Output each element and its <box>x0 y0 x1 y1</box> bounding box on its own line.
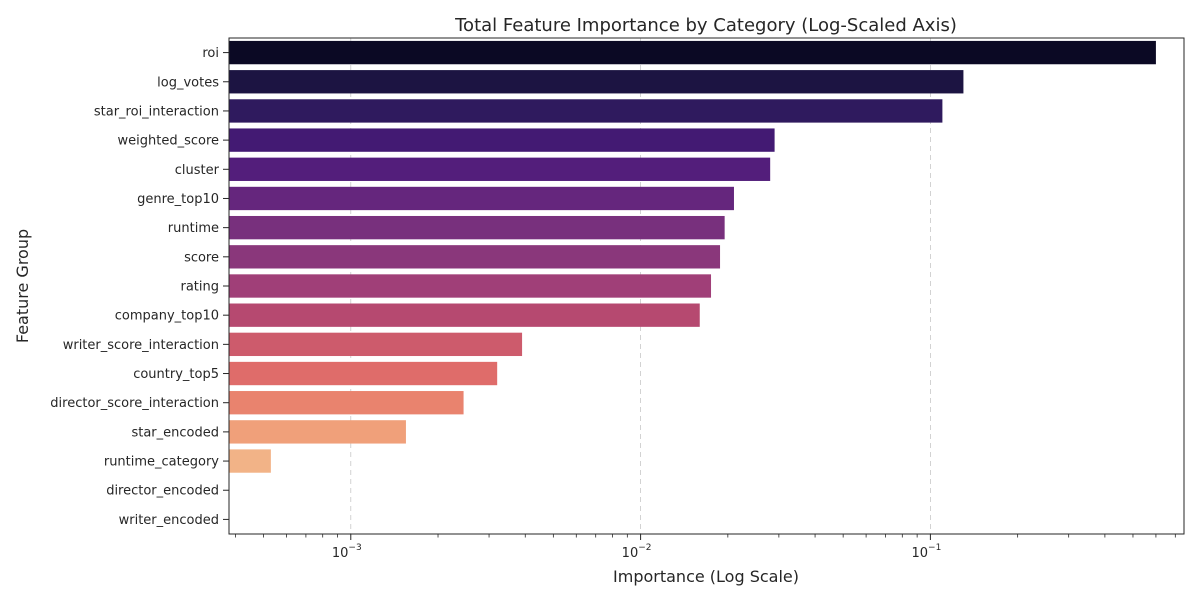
y-tick-label: runtime_category <box>104 455 219 470</box>
bar-cluster <box>229 157 771 181</box>
bar-director-score-interaction <box>229 391 464 415</box>
y-tick-label: genre_top10 <box>137 192 219 207</box>
bar-runtime <box>229 215 725 240</box>
y-tick-layer: roi log_votes star_roi_interaction weighted… <box>50 46 229 528</box>
y-tick-label: roi <box>202 46 219 61</box>
chart-title: Total Feature Importance by Category (Lo… <box>454 15 957 36</box>
y-tick-label: log_votes <box>157 75 219 90</box>
y-tick-label: star_encoded <box>131 425 219 440</box>
y-tick-label: writer_encoded <box>119 513 219 528</box>
bar-layer <box>229 40 1156 473</box>
y-axis-label: Feature Group <box>13 229 32 343</box>
x-tick-label: 10−1 <box>911 543 941 561</box>
x-tick-label: 10−3 <box>332 543 362 561</box>
bar-genre-top10 <box>229 186 734 211</box>
bar-roi <box>229 40 1156 65</box>
y-tick-label: weighted_score <box>117 134 219 149</box>
x-tick-layer: 10−3 10−2 10−1 <box>235 534 1176 561</box>
y-tick-label: director_encoded <box>106 484 219 499</box>
bar-writer-score-interaction <box>229 332 523 357</box>
bar-country-top5 <box>229 361 498 386</box>
x-tick-label: 10−2 <box>622 543 652 561</box>
y-tick-label: runtime <box>168 221 219 236</box>
y-tick-label: rating <box>180 280 219 295</box>
x-axis-label: Importance (Log Scale) <box>613 567 799 586</box>
bar-runtime-category <box>229 449 271 473</box>
y-tick-label: director_score_interaction <box>50 396 219 411</box>
y-tick-label: star_roi_interaction <box>94 104 219 119</box>
y-tick-label: company_top10 <box>115 309 219 324</box>
y-tick-label: cluster <box>175 163 220 178</box>
bar-star-roi-interaction <box>229 99 943 123</box>
bar-score <box>229 245 721 269</box>
bar-star-encoded <box>229 420 406 444</box>
bar-weighted-score <box>229 128 775 152</box>
y-tick-label: score <box>184 250 219 265</box>
bar-log-votes <box>229 70 964 94</box>
y-tick-label: writer_score_interaction <box>63 338 219 353</box>
y-tick-label: country_top5 <box>133 367 219 382</box>
bar-company-top10 <box>229 303 700 327</box>
bar-rating <box>229 274 712 298</box>
